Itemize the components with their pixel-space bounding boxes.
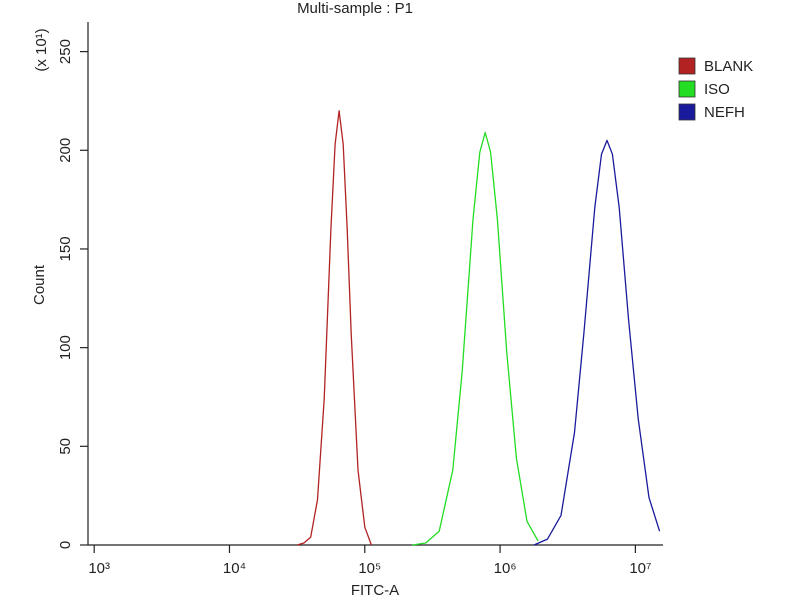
x-tick-label: 10⁴	[223, 560, 246, 577]
y-multiplier: (x 10¹)	[33, 28, 50, 71]
histogram-line	[533, 139, 661, 546]
x-tick-label: 10⁶	[494, 560, 517, 577]
y-tick-label: 0	[57, 541, 74, 549]
y-tick-label: 150	[57, 236, 74, 261]
y-tick-label: 100	[57, 335, 74, 360]
legend-swatch	[678, 57, 696, 75]
x-tick-label: 10³	[88, 560, 110, 577]
x-tick-label: 10⁷	[629, 560, 651, 577]
x-axis-label: FITC-A	[351, 582, 399, 599]
x-tick-label: 10⁵	[358, 560, 381, 577]
histogram-line	[296, 110, 373, 546]
y-tick-label: 200	[57, 138, 74, 163]
legend-label: NEFH	[704, 104, 745, 121]
legend-label: ISO	[704, 81, 730, 98]
y-tick-label: 250	[57, 39, 74, 64]
legend-swatch	[678, 80, 696, 98]
legend-label: BLANK	[704, 58, 753, 75]
chart-title: Multi-sample : P1	[297, 0, 413, 17]
legend-swatch	[678, 103, 696, 121]
y-axis-label: Count	[31, 264, 48, 305]
y-tick-label: 50	[57, 438, 74, 455]
histogram-line	[412, 131, 539, 546]
